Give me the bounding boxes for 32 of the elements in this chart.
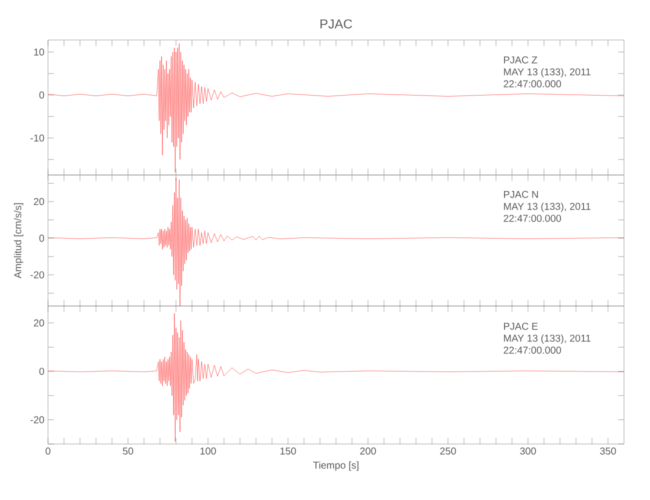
annotation: 22:47:00.000 bbox=[504, 214, 562, 222]
x-tick-label: 0 bbox=[46, 448, 50, 455]
annotation: MAY 13 (133), 2011 bbox=[504, 334, 590, 344]
y-tick-label: -20 bbox=[30, 416, 44, 424]
x-tick-label: 50 bbox=[122, 448, 134, 455]
line-series bbox=[48, 313, 624, 442]
x-tick-label: 250 bbox=[440, 448, 456, 455]
annotation: MAY 13 (133), 2011 bbox=[504, 68, 590, 78]
y-tick-label: -10 bbox=[30, 134, 44, 142]
y-tick-label: 0 bbox=[39, 92, 44, 99]
x-tick-label: 350 bbox=[600, 448, 616, 455]
y-axis-title: Amplitud [cm/s/s] bbox=[14, 203, 24, 278]
annotation: PJAC N bbox=[504, 190, 538, 198]
chart-title: PJAC bbox=[320, 19, 352, 28]
x-tick-label: 100 bbox=[200, 448, 216, 455]
x-axis-title: Tiempo [s] bbox=[313, 461, 358, 471]
annotation: PJAC Z bbox=[504, 56, 538, 64]
y-tick-label: 10 bbox=[34, 48, 44, 56]
y-tick-label: 0 bbox=[39, 368, 44, 375]
annotation: 22:47:00.000 bbox=[504, 346, 562, 354]
annotation: 22:47:00.000 bbox=[504, 80, 562, 88]
annotation: MAY 13 (133), 2011 bbox=[504, 202, 590, 212]
x-tick-label: 200 bbox=[360, 448, 376, 455]
y-tick-label: 20 bbox=[34, 319, 44, 326]
y-tick-label: -20 bbox=[30, 271, 44, 278]
line-series bbox=[48, 178, 624, 306]
line-series bbox=[48, 43, 624, 173]
x-tick-label: 300 bbox=[520, 448, 536, 455]
y-tick-label: 0 bbox=[39, 234, 44, 242]
x-tick-label: 150 bbox=[280, 448, 296, 455]
y-tick-label: 20 bbox=[34, 198, 44, 206]
annotation: PJAC E bbox=[504, 322, 538, 330]
